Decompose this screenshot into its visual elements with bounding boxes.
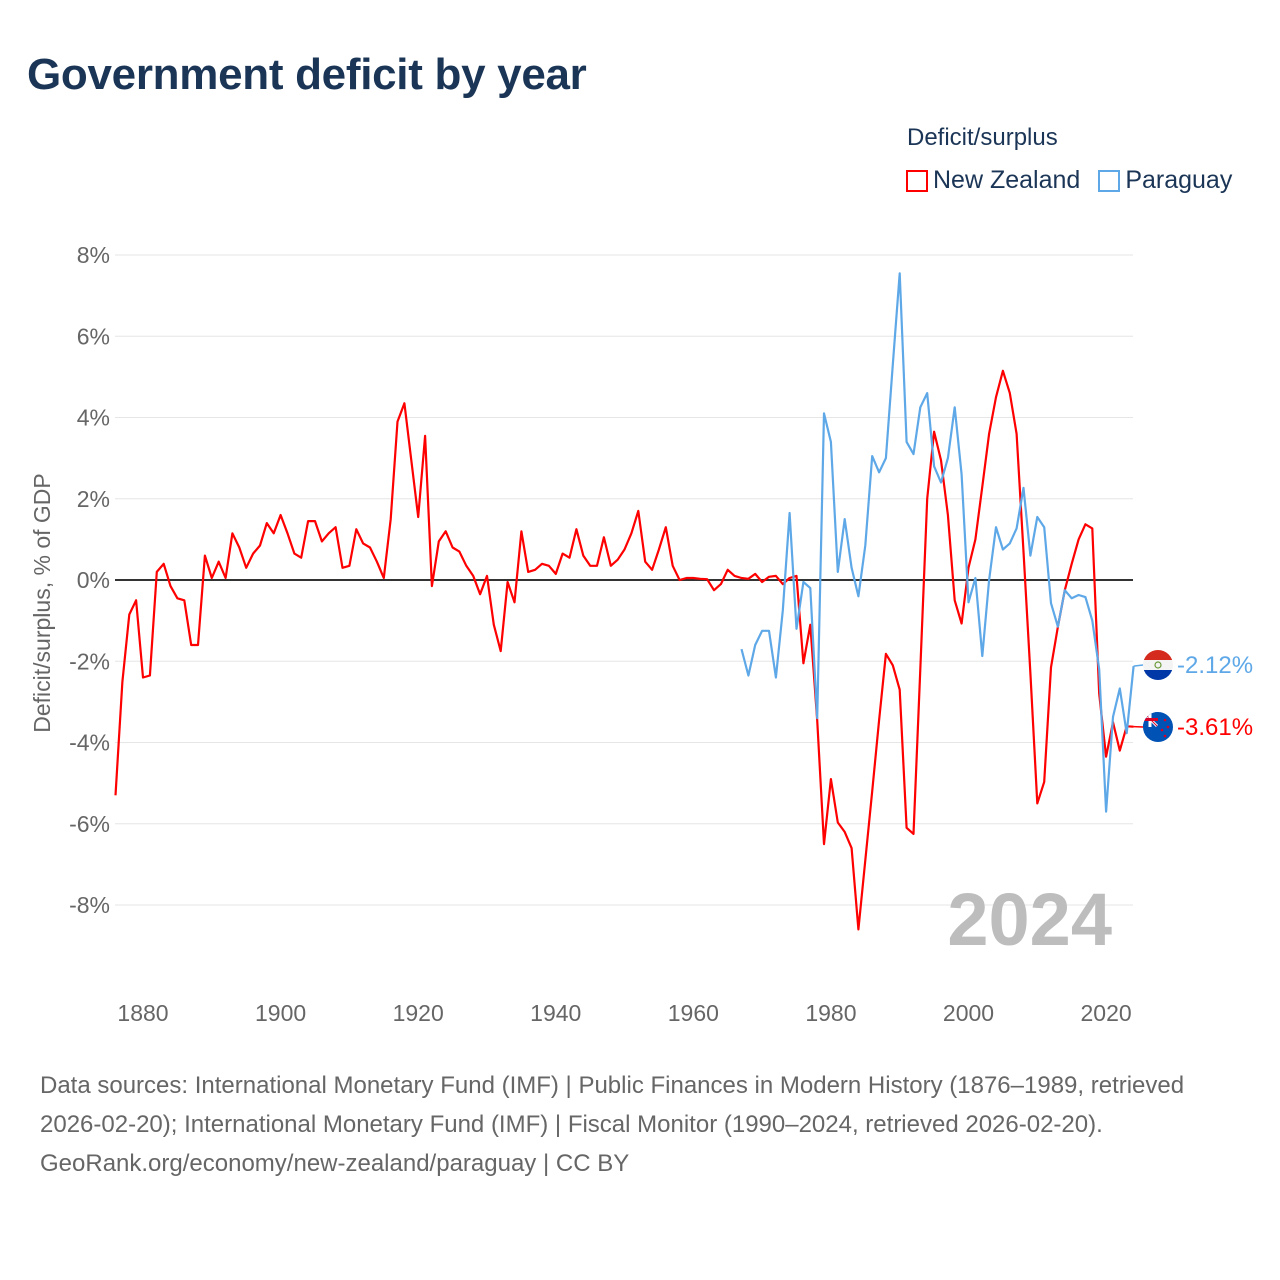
y-axis-title: Deficit/surplus, % of GDP: [29, 473, 55, 732]
credit-link[interactable]: GeoRank.org/economy/new-zealand/paraguay…: [40, 1150, 630, 1177]
y-tick-label: -6%: [69, 811, 110, 837]
legend-label: New Zealand: [933, 166, 1081, 194]
footer: Data sources: International Monetary Fun…: [40, 1066, 1240, 1183]
x-tick-label: 2000: [943, 1000, 994, 1026]
y-tick-label: 4%: [77, 405, 110, 431]
legend-title: Deficit/surplus: [907, 124, 1058, 151]
chart-title: Government deficit by year: [27, 50, 587, 99]
data-sources: Data sources: International Monetary Fun…: [40, 1072, 1185, 1138]
legend-item-paraguay[interactable]: Paraguay: [1098, 166, 1232, 195]
y-tick-label: 8%: [77, 242, 110, 268]
y-tick-label: 2%: [77, 486, 110, 512]
legend-label: Paraguay: [1125, 166, 1233, 194]
y-tick-label: 6%: [77, 323, 110, 349]
year-watermark: 2024: [947, 878, 1112, 961]
legend: New Zealand Paraguay: [906, 166, 1232, 195]
y-tick-label: 0%: [77, 567, 110, 593]
legend-swatch-new-zealand: [906, 169, 928, 192]
paraguay-end-label: -2.12%: [1177, 652, 1253, 679]
end-label-connector: [1133, 664, 1144, 667]
new-zealand-end-label: -3.61%: [1177, 714, 1253, 741]
y-tick-label: -2%: [69, 648, 110, 674]
new-zealand-flag-icon: [1143, 712, 1173, 742]
series-line-paraguay: [740, 272, 1135, 813]
x-tick-label: 1980: [805, 1000, 856, 1026]
x-tick-label: 1960: [668, 1000, 719, 1026]
legend-item-new-zealand[interactable]: New Zealand: [906, 166, 1080, 195]
legend-swatch-paraguay: [1098, 169, 1121, 192]
paraguay-flag-icon: [1143, 650, 1173, 680]
x-tick-label: 1900: [255, 1000, 306, 1026]
series-line-new-zealand: [114, 369, 1134, 931]
y-tick-label: -8%: [69, 892, 110, 918]
x-tick-label: 1880: [117, 1000, 168, 1026]
x-tick-label: 1920: [393, 1000, 444, 1026]
x-tick-label: 2020: [1080, 1000, 1131, 1026]
y-tick-label: -4%: [69, 730, 110, 756]
x-tick-label: 1940: [530, 1000, 581, 1026]
